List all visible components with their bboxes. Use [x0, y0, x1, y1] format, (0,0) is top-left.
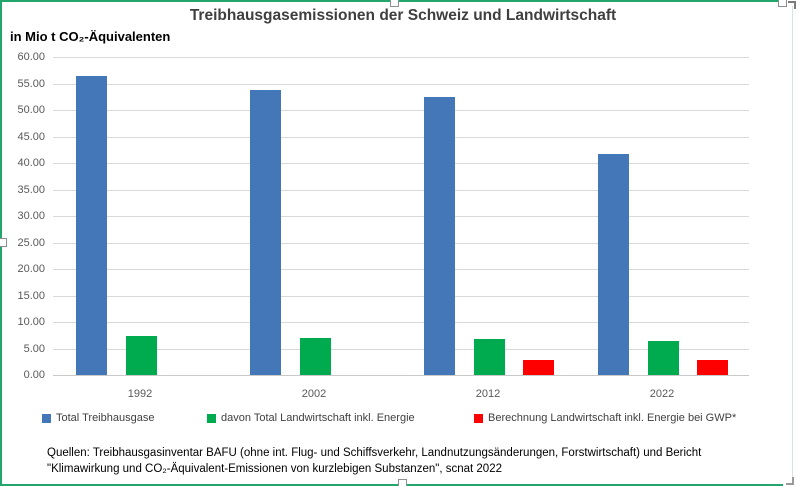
gridline: [53, 163, 749, 164]
bar-series2-2012[interactable]: [473, 338, 505, 375]
y-axis-tick-label: 5.00: [23, 342, 45, 355]
gridline: [53, 269, 749, 270]
source-note: Quellen: Treibhausgasinventar BAFU (ohne…: [47, 445, 701, 477]
selection-handle-top-right[interactable]: [778, 0, 787, 7]
selection-border-bottom: [0, 484, 783, 486]
y-axis-tick-label: 50.00: [17, 104, 45, 116]
gridline: [53, 110, 749, 111]
legend: Total Treibhausgase davon Total Landwirts…: [0, 412, 796, 430]
gridline: [53, 136, 749, 138]
bar-series1-2022[interactable]: [598, 153, 629, 375]
gridline: [53, 216, 749, 217]
x-axis-category-label: 1992: [127, 388, 153, 400]
source-line-1: Quellen: Treibhausgasinventar BAFU (ohne…: [47, 447, 702, 459]
bar-series1-2012[interactable]: [424, 96, 455, 375]
gridline: [53, 242, 749, 244]
y-axis-tick-label: 0.00: [23, 369, 45, 381]
chart-right-edge: [792, 6, 793, 480]
legend-item-series2[interactable]: davon Total Landwirtschaft inkl. Energie: [207, 412, 415, 424]
selection-border-top: [0, 0, 779, 2]
y-axis-tick-label: 40.00: [17, 157, 45, 169]
bar-series2-1992[interactable]: [125, 335, 157, 375]
x-axis-category-label: 2012: [475, 388, 501, 400]
legend-label: davon Total Landwirtschaft inkl. Energie: [221, 412, 415, 424]
legend-swatch-icon: [474, 413, 483, 423]
y-axis-tick-label: 10.00: [17, 316, 45, 328]
y-axis-tick-label: 20.00: [17, 263, 45, 275]
y-axis-tick-label: 60.00: [17, 51, 45, 63]
legend-item-series1[interactable]: Total Treibhausgase: [42, 412, 154, 424]
selection-handle-top-center[interactable]: [390, 0, 399, 7]
x-axis-category-label: 2002: [301, 388, 327, 400]
y-axis-tick-label: 55.00: [17, 77, 45, 90]
legend-swatch-icon: [42, 413, 51, 423]
y-axis-tick-label: 35.00: [17, 183, 45, 196]
selection-handle-left-middle[interactable]: [0, 238, 7, 247]
gridline: [53, 189, 749, 191]
y-axis-tick-label: 15.00: [17, 289, 45, 302]
plot-area: [53, 57, 749, 375]
bar-series3-2012[interactable]: [523, 359, 554, 375]
bar-series1-2002[interactable]: [250, 89, 281, 375]
y-axis-tick-label: 30.00: [17, 210, 45, 222]
gridline: [53, 57, 749, 58]
x-axis-line: [53, 375, 749, 376]
bar-series1-1992[interactable]: [76, 75, 107, 375]
legend-label: Total Treibhausgase: [56, 412, 155, 424]
source-line-2: "Klimawirkung und CO₂-Äquivalent-Emissio…: [47, 463, 502, 475]
bar-series2-2022[interactable]: [647, 340, 679, 375]
chart-unit-label: in Mio t CO₂-Äquivalenten: [10, 29, 171, 44]
legend-label: Berechnung Landwirtschaft inkl. Energie …: [488, 412, 737, 424]
corner-mark-top-right: [788, 1, 796, 9]
bar-series3-2022[interactable]: [697, 360, 728, 375]
y-axis-tick-label: 25.00: [17, 236, 45, 249]
x-axis-category-label: 2022: [649, 388, 675, 400]
bar-series2-2002[interactable]: [299, 338, 331, 375]
gridline: [53, 295, 749, 297]
y-axis-tick-label: 45.00: [17, 130, 45, 143]
legend-swatch-icon: [207, 413, 216, 423]
chart-title[interactable]: Treibhausgasemissionen der Schweiz und L…: [189, 7, 617, 24]
gridline: [53, 348, 749, 350]
legend-item-series3[interactable]: Berechnung Landwirtschaft inkl. Energie …: [474, 412, 736, 424]
selection-handle-bottom-center[interactable]: [398, 479, 407, 486]
gridline: [53, 322, 749, 323]
corner-mark-bottom-right: [786, 477, 794, 485]
gridline: [53, 83, 749, 85]
